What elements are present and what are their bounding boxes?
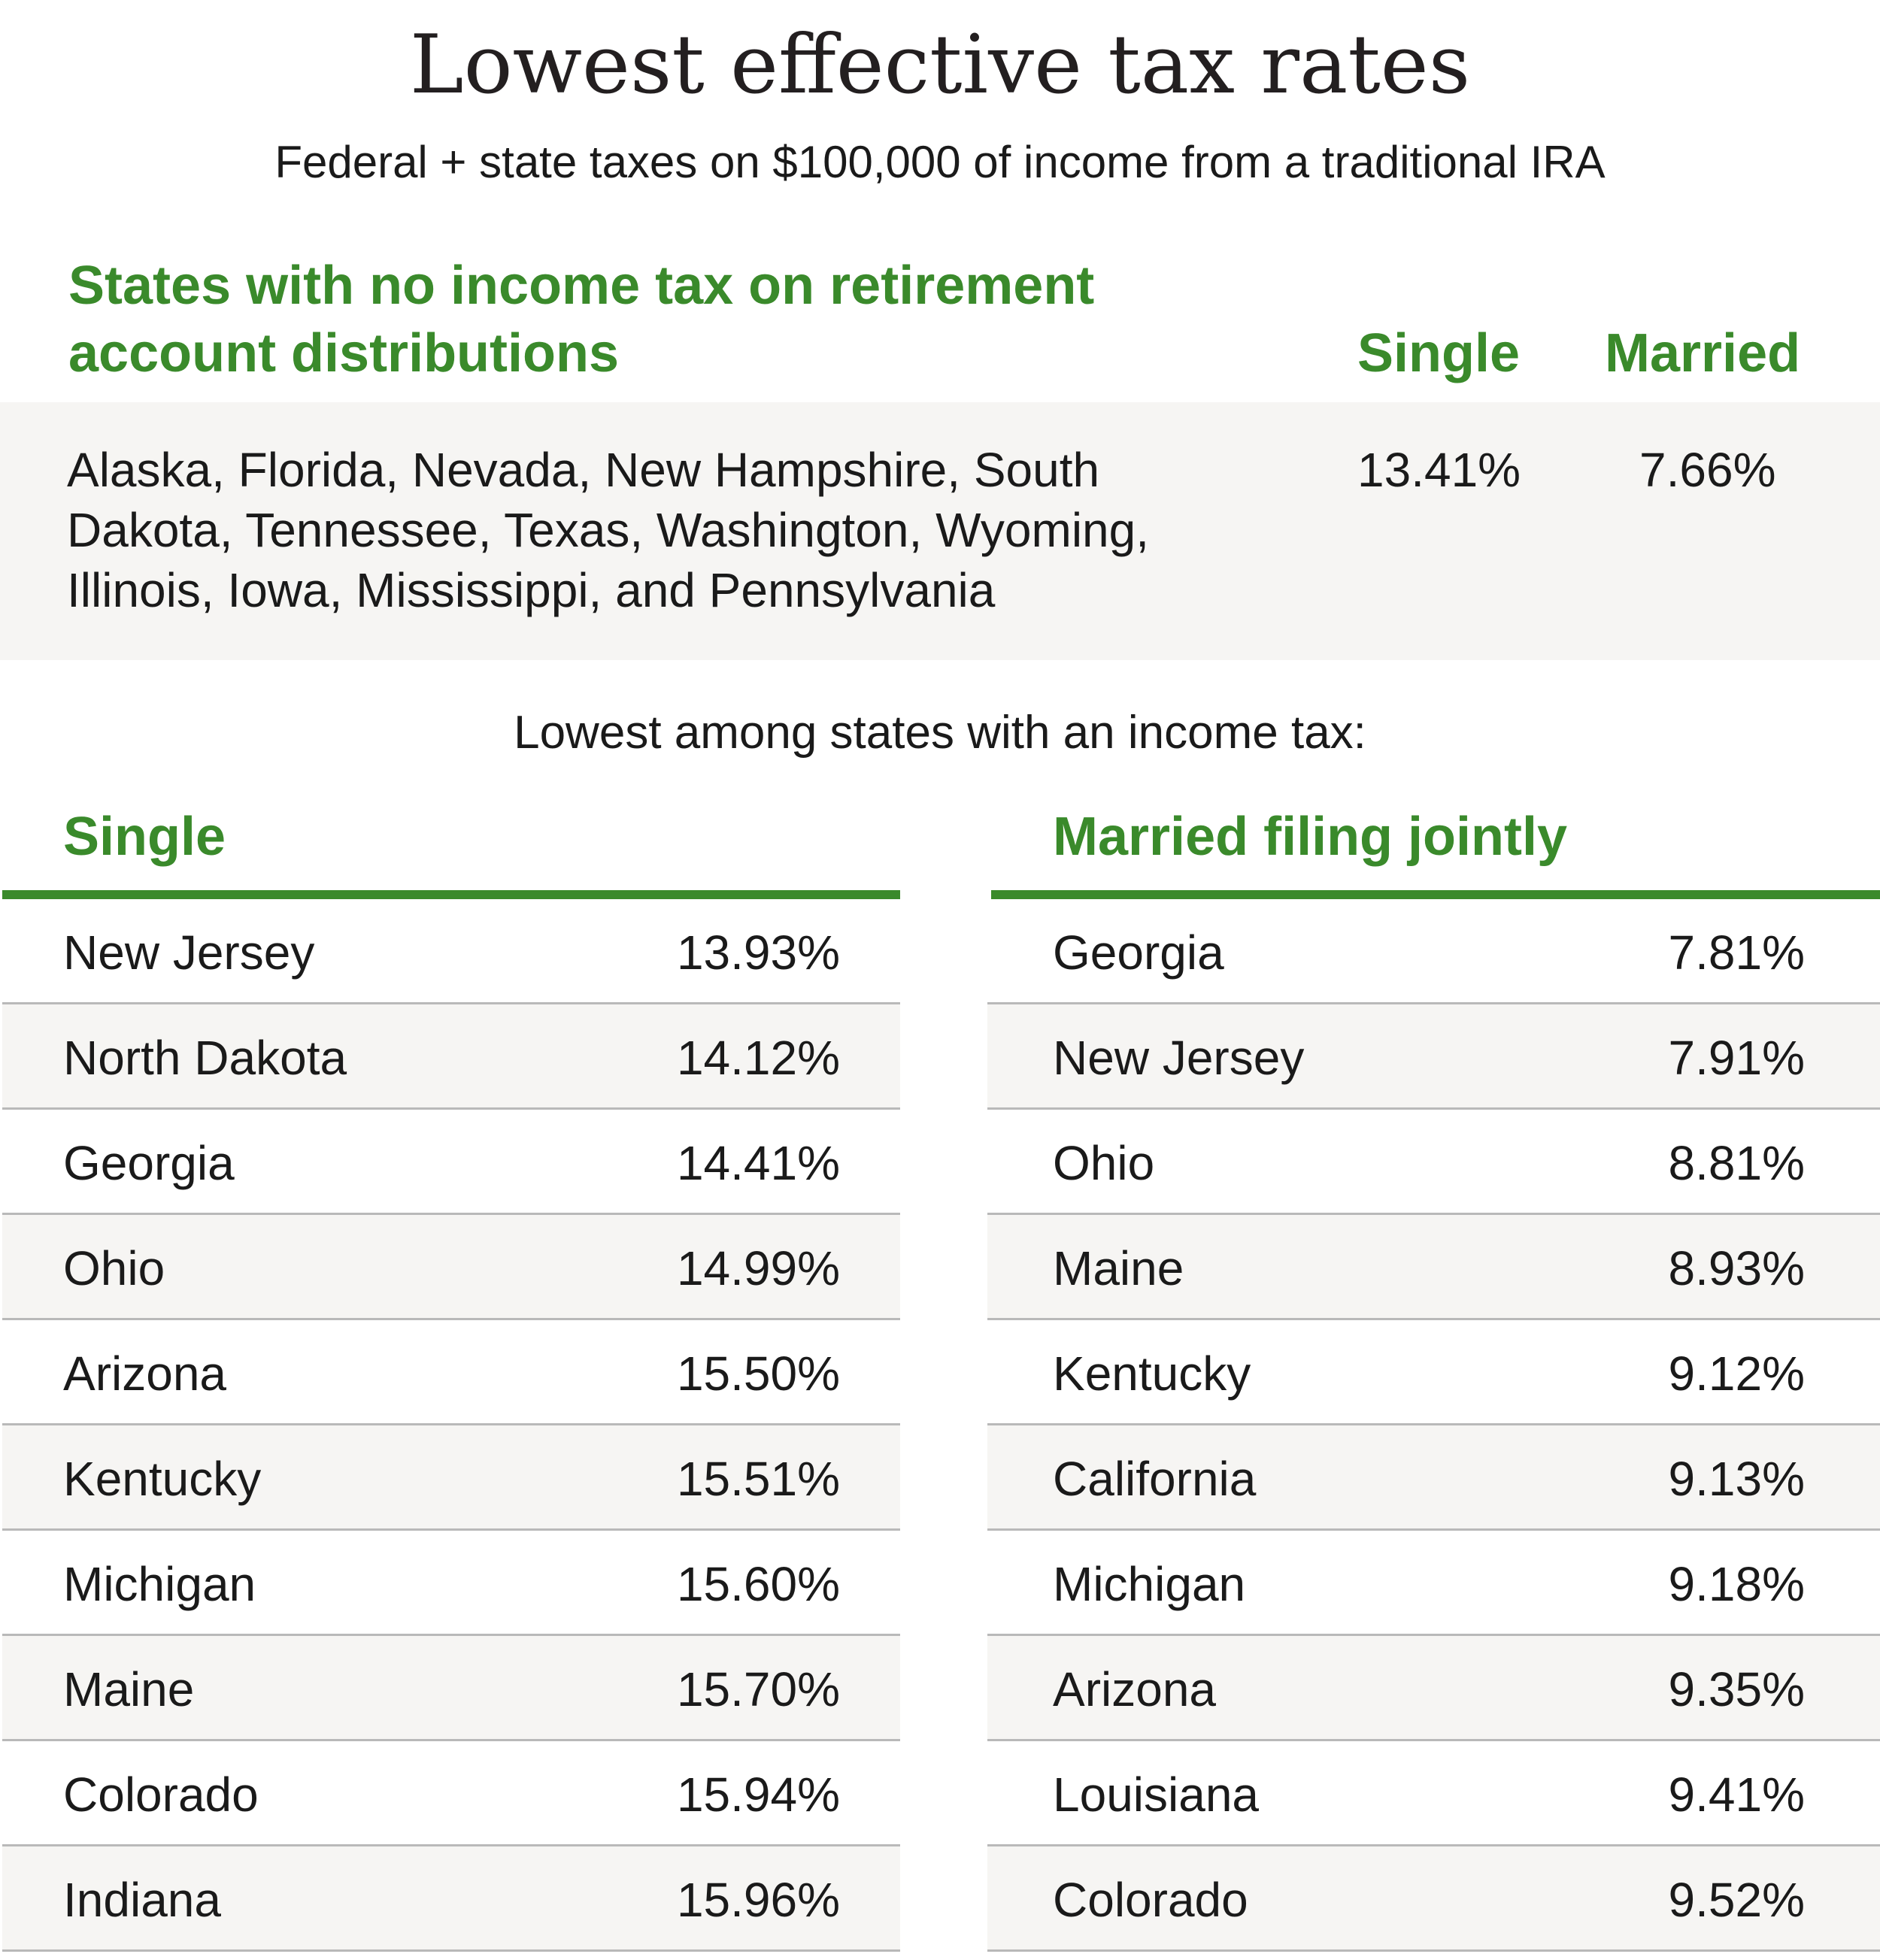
single-table-rule (2, 890, 900, 899)
tax-rate: 15.51% (676, 1452, 840, 1506)
table-row: Indiana 15.96% (2, 1846, 900, 1952)
no-tax-single-rate: 13.41% (1357, 443, 1521, 497)
married-table-heading: Married filing jointly (1053, 807, 1568, 867)
no-tax-heading: States with no income tax on retirement … (68, 256, 1095, 383)
page-subtitle: Federal + state taxes on $100,000 of inc… (274, 137, 1606, 187)
state-name: Georgia (63, 1136, 235, 1190)
table-row: New Jersey 7.91% (987, 1004, 1880, 1110)
table-row: Michigan 9.18% (987, 1531, 1880, 1636)
income-tax-section-label: Lowest among states with an income tax: (514, 707, 1366, 759)
state-name: Colorado (63, 1768, 259, 1822)
table-row: Maine 8.93% (987, 1215, 1880, 1320)
page-title: Lowest effective tax rates (409, 18, 1471, 112)
state-name: Maine (63, 1662, 195, 1716)
table-row: Ohio 14.99% (2, 1215, 900, 1320)
tax-rate: 15.70% (676, 1662, 840, 1716)
no-tax-band (0, 402, 1880, 660)
no-tax-married-header: Married (1605, 323, 1801, 383)
table-row: Kentucky 9.12% (987, 1320, 1880, 1425)
tax-rate: 9.13% (1668, 1452, 1805, 1506)
tax-rate: 9.41% (1668, 1768, 1805, 1822)
state-name: Indiana (63, 1873, 221, 1927)
table-row: Arizona 9.35% (987, 1636, 1880, 1741)
tax-rate: 14.99% (676, 1241, 840, 1295)
table-row: Arizona 15.50% (2, 1320, 900, 1425)
state-name: Michigan (63, 1557, 256, 1611)
tax-rate: 8.93% (1668, 1241, 1805, 1295)
married-table-rule (991, 890, 1880, 899)
tax-rate: 15.50% (676, 1347, 840, 1401)
state-name: Ohio (1053, 1136, 1155, 1190)
table-row: Colorado 9.52% (987, 1846, 1880, 1952)
state-name: Michigan (1053, 1557, 1246, 1611)
state-name: California (1053, 1452, 1257, 1506)
state-name: Colorado (1053, 1873, 1248, 1927)
state-name: Arizona (63, 1347, 226, 1401)
state-name: Kentucky (63, 1452, 262, 1506)
table-row: New Jersey 13.93% (2, 899, 900, 1004)
state-name: Ohio (63, 1241, 165, 1295)
tax-rate: 9.52% (1668, 1873, 1805, 1927)
tax-rate: 15.94% (676, 1768, 840, 1822)
tax-rate: 9.35% (1668, 1662, 1805, 1716)
state-name: Maine (1053, 1241, 1184, 1295)
table-row: Louisiana 9.41% (987, 1741, 1880, 1846)
table-row: Maine 15.70% (2, 1636, 900, 1741)
single-table: New Jersey 13.93% North Dakota 14.12% Georgi… (2, 899, 900, 1952)
state-name: Georgia (1053, 925, 1224, 980)
table-row: Michigan 15.60% (2, 1531, 900, 1636)
table-row: Colorado 15.94% (2, 1741, 900, 1846)
state-name: New Jersey (63, 925, 315, 980)
tax-rate: 14.12% (676, 1031, 840, 1085)
single-table-heading: Single (63, 807, 226, 867)
tax-rate: 9.18% (1668, 1557, 1805, 1611)
state-name: North Dakota (63, 1031, 347, 1085)
tax-rate: 14.41% (676, 1136, 840, 1190)
no-tax-married-rate: 7.66% (1639, 443, 1776, 497)
tax-rate: 9.12% (1668, 1347, 1805, 1401)
state-name: New Jersey (1053, 1031, 1305, 1085)
married-table: Georgia 7.81% New Jersey 7.91% Ohio 8.81% Main… (987, 899, 1880, 1952)
tax-rate: 7.91% (1668, 1031, 1805, 1085)
tax-rate: 15.96% (676, 1873, 840, 1927)
table-row: Ohio 8.81% (987, 1110, 1880, 1215)
no-tax-single-header: Single (1357, 323, 1521, 383)
tax-rate: 7.81% (1668, 925, 1805, 980)
state-name: Kentucky (1053, 1347, 1251, 1401)
table-row: California 9.13% (987, 1425, 1880, 1531)
tax-rate: 8.81% (1668, 1136, 1805, 1190)
state-name: Louisiana (1053, 1768, 1259, 1822)
tax-rate: 13.93% (676, 925, 840, 980)
table-row: Georgia 14.41% (2, 1110, 900, 1215)
state-name: Arizona (1053, 1662, 1216, 1716)
tax-rate: 15.60% (676, 1557, 840, 1611)
table-row: Georgia 7.81% (987, 899, 1880, 1004)
table-row: North Dakota 14.12% (2, 1004, 900, 1110)
no-tax-states-list: Alaska, Florida, Nevada, New Hampshire, … (67, 443, 1149, 617)
table-row: Kentucky 15.51% (2, 1425, 900, 1531)
